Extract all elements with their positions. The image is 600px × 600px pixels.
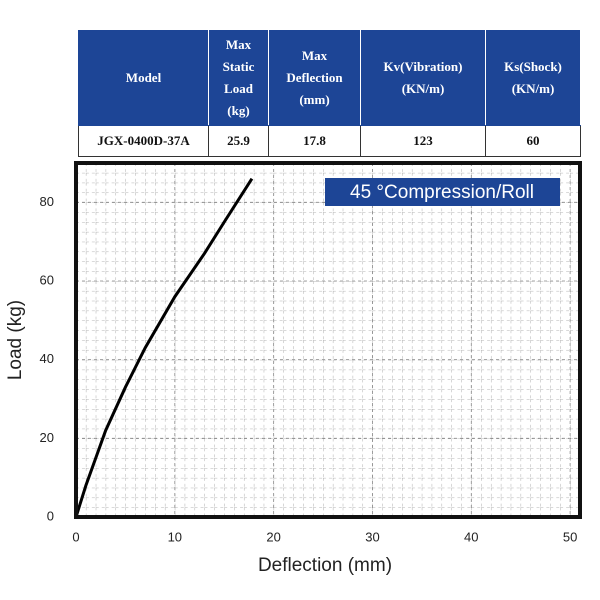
y-tick-label: 20 xyxy=(40,430,54,445)
data-cell: 60 xyxy=(485,125,581,157)
x-tick-label: 20 xyxy=(266,529,280,544)
x-tick-label: 0 xyxy=(72,529,79,544)
annotation-box xyxy=(325,178,560,206)
data-row: JGX-0400D-37A 25.9 17.8 123 60 xyxy=(78,125,581,157)
header-cell: Max Deflection (mm) xyxy=(268,30,361,126)
x-tick-label: 30 xyxy=(365,529,379,544)
x-axis-label: Deflection (mm) xyxy=(258,555,392,576)
x-tick-label: 50 xyxy=(563,529,577,544)
data-cell: 25.9 xyxy=(208,125,269,157)
y-tick-label: 0 xyxy=(47,508,54,523)
data-line xyxy=(74,177,254,518)
x-tick-label: 40 xyxy=(464,529,478,544)
x-tick-label: 10 xyxy=(168,529,182,544)
y-axis-label: Load (kg) xyxy=(5,300,26,380)
annotation: 45 °Compression/Roll xyxy=(350,182,534,203)
data-cell: JGX-0400D-37A xyxy=(78,125,209,157)
header-cell: Model xyxy=(78,30,209,126)
y-tick-label: 40 xyxy=(40,351,54,366)
plot-frame xyxy=(74,161,582,519)
y-tick-label: 60 xyxy=(40,272,54,287)
header-cell: Ks(Shock) (KN/m) xyxy=(485,30,581,126)
minor-grid xyxy=(76,163,580,517)
y-tick-label: 80 xyxy=(40,194,54,209)
data-cell: 17.8 xyxy=(268,125,361,157)
spec-table: Model Max Static Load (kg) Max Deflection … xyxy=(78,30,581,157)
data-cell: 123 xyxy=(360,125,486,157)
header-row: Model Max Static Load (kg) Max Deflection … xyxy=(78,30,581,126)
